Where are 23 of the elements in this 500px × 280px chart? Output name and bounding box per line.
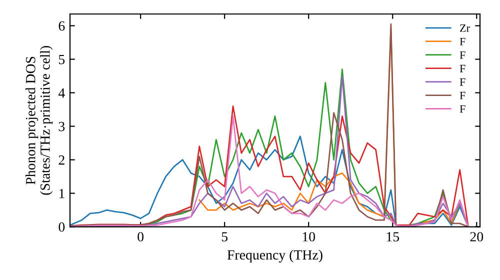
legend-label: Zr	[460, 24, 470, 32]
x-tick-label: 10	[302, 232, 316, 242]
x-tick-label: 0	[138, 232, 144, 242]
legend-label: F	[460, 38, 466, 46]
y-tick-label: 2	[58, 155, 64, 165]
y-tick-label: 4	[58, 88, 65, 98]
x-tick-label: 15	[386, 232, 400, 242]
line-series	[70, 23, 469, 227]
line-series	[70, 136, 469, 227]
legend-label: F	[460, 78, 466, 86]
y-axis-title: Phonon projected DOS (States/THz·primitive cell)	[26, 46, 53, 195]
y-tick-label: 3	[58, 122, 65, 132]
legend-label: F	[460, 92, 466, 100]
legend-label: F	[460, 105, 466, 113]
x-axis-title: Frequency (THz)	[227, 250, 322, 262]
y-tick-label: 6	[58, 21, 65, 31]
x-tick-label: 20	[470, 232, 484, 242]
y-tick-label: 1	[59, 188, 64, 198]
legend-label: F	[460, 64, 466, 72]
legend-label: F	[460, 51, 466, 59]
y-tick-label: 0	[58, 222, 65, 232]
x-tick-label: 5	[222, 232, 228, 242]
y-tick-label: 5	[59, 54, 65, 64]
